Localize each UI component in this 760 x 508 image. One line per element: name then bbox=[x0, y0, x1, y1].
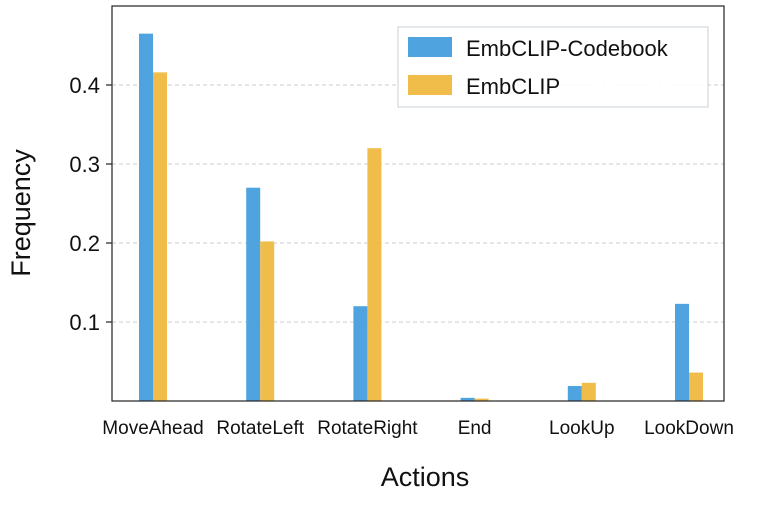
bar-embclip bbox=[367, 148, 382, 401]
bar-embclip-codebook bbox=[567, 385, 582, 401]
legend-label: EmbCLIP-Codebook bbox=[466, 36, 669, 61]
y-axis-label: Frequency bbox=[6, 149, 36, 277]
x-tick-label: LookUp bbox=[549, 418, 615, 439]
bar-embclip bbox=[474, 398, 489, 401]
gridlines bbox=[112, 84, 724, 323]
bars bbox=[139, 33, 703, 402]
bar-embclip-codebook bbox=[246, 187, 261, 401]
x-tick-label: LookDown bbox=[644, 418, 734, 439]
y-tick-label: 0.3 bbox=[69, 152, 100, 177]
x-axis: MoveAhead RotateLeft RotateRight End LookUp L… bbox=[102, 418, 734, 439]
bar-embclip bbox=[581, 382, 596, 401]
x-tick-label: MoveAhead bbox=[102, 418, 203, 439]
legend-swatch bbox=[408, 37, 452, 57]
bar-embclip bbox=[260, 241, 275, 401]
x-tick-label: RotateRight bbox=[317, 418, 418, 439]
bar-embclip-codebook bbox=[139, 33, 153, 402]
bar-embclip bbox=[689, 372, 703, 401]
bar-embclip bbox=[153, 72, 167, 402]
legend: EmbCLIP-Codebook EmbCLIP bbox=[397, 26, 709, 108]
bar-embclip-codebook bbox=[675, 303, 689, 401]
y-tick-label: 0.1 bbox=[69, 310, 100, 335]
plot-frame bbox=[111, 5, 725, 402]
legend-swatch bbox=[408, 75, 452, 95]
y-axis: 0.1 0.2 0.3 0.4 bbox=[69, 73, 112, 335]
y-tick-label: 0.4 bbox=[69, 73, 100, 98]
bar-embclip-codebook bbox=[460, 397, 475, 401]
x-axis-label: Actions bbox=[381, 462, 470, 492]
legend-label: EmbCLIP bbox=[466, 74, 560, 99]
y-tick-label: 0.2 bbox=[69, 231, 100, 256]
bar-embclip-codebook bbox=[353, 306, 368, 401]
x-tick-label: End bbox=[458, 418, 492, 439]
x-tick-label: RotateLeft bbox=[216, 418, 304, 439]
